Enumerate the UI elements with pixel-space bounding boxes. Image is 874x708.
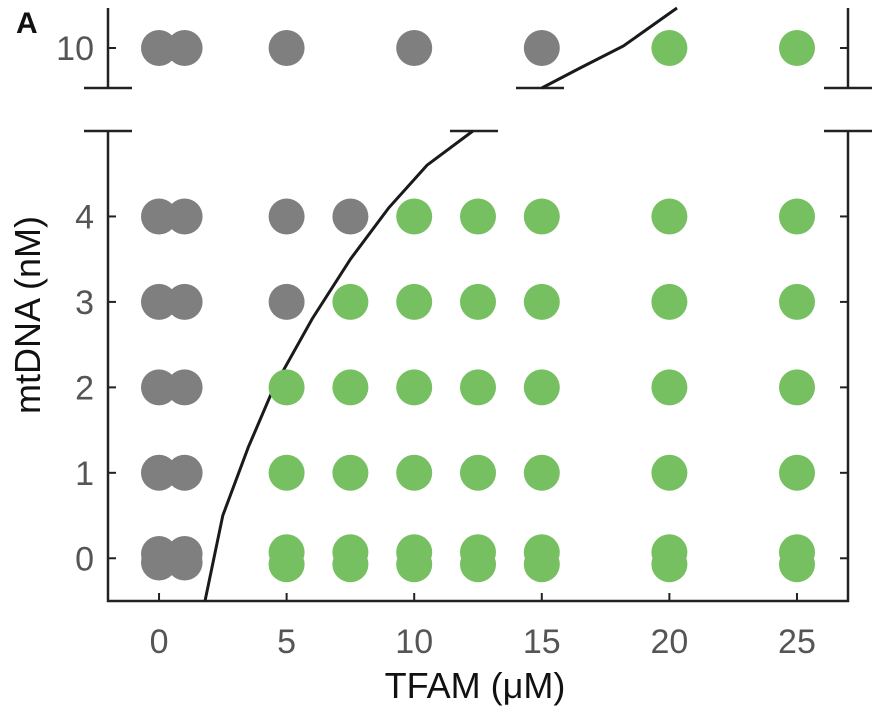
gray-data-point [166,30,203,66]
green-data-point [523,454,560,491]
green-data-point [396,546,433,583]
gray-data-point [332,198,369,235]
green-data-point [396,283,433,320]
x-tick-label: 0 [150,623,169,661]
green-data-point [651,454,688,491]
green-data-point [523,546,560,583]
green-data-point [779,283,815,320]
gray-data-point [141,283,177,320]
green-data-point [332,546,369,583]
gray-data-point [523,30,560,66]
axis-break-marks [84,86,872,133]
x-axis-label: TFAM (μM) [385,665,566,706]
green-data-point [523,283,560,320]
x-tick-label: 10 [395,623,433,661]
gray-data-point [268,30,305,66]
green-data-point [268,546,305,583]
y-tick-label: 4 [75,198,94,236]
gray-data-point [166,369,203,406]
gray-data-point [166,454,203,491]
green-data-point [779,369,815,406]
gray-data-point [141,544,177,581]
frame-top-upper-panel [106,8,850,88]
green-data-point [779,546,815,583]
gray-data-point [396,30,433,66]
x-tick-label: 25 [778,623,816,661]
data-points [141,30,815,583]
y-tick-label: 1 [75,455,94,493]
x-tick-label: 15 [523,623,561,661]
boundary-curve-upper [541,6,678,90]
green-data-point [332,283,369,320]
green-data-point [523,369,560,406]
green-data-point [779,198,815,235]
y-axis-ticks: 0 1 2 3 4 10 [56,30,848,578]
green-data-point [651,283,688,320]
green-data-point [523,198,560,235]
green-data-point [396,198,433,235]
gray-data-point [166,198,203,235]
gray-data-point [166,544,203,581]
green-data-point [396,369,433,406]
green-data-point [268,369,305,406]
gray-data-point [166,283,203,320]
green-data-point [651,369,688,406]
panel-label: A [16,7,38,40]
gray-data-point [141,369,177,406]
phase-boundary-curve [203,6,678,602]
gray-data-point [141,198,177,235]
green-data-point [651,30,688,66]
green-data-point [779,454,815,491]
boundary-curve-lower [203,129,474,602]
x-tick-label: 20 [650,623,688,661]
green-data-point [268,454,305,491]
gray-data-point [141,454,177,491]
y-tick-label: 2 [75,369,94,407]
x-axis-ticks: 0 5 10 15 20 25 [150,593,816,661]
green-data-point [460,546,496,583]
y-axis-label: mtDNA (nM) [7,216,48,414]
x-tick-label: 5 [277,623,296,661]
green-data-point [779,30,815,66]
gray-data-point [141,30,177,66]
green-data-point [651,546,688,583]
y-tick-label: 0 [75,540,94,578]
green-data-point [460,454,496,491]
green-data-point [460,369,496,406]
green-data-point [396,454,433,491]
green-data-point [460,198,496,235]
frame-lower-panel [106,131,850,603]
gray-data-point [268,198,305,235]
green-data-point [332,454,369,491]
green-data-point [460,283,496,320]
gray-data-point [268,283,305,320]
green-data-point [651,198,688,235]
green-data-point [332,369,369,406]
y-tick-label: 3 [75,284,94,322]
y-tick-label: 10 [56,30,94,68]
